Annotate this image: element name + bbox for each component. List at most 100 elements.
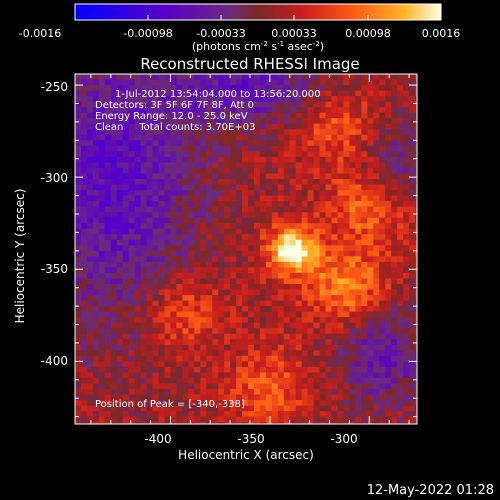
heatmap-cell: [104, 317, 112, 324]
heatmap-cell: [128, 361, 136, 368]
heatmap-cell: [391, 355, 398, 362]
heatmap-cell: [337, 118, 345, 125]
heatmap-cell: [104, 267, 112, 274]
heatmap-cell: [385, 162, 392, 169]
heatmap-cell: [116, 239, 124, 246]
heatmap-cell: [343, 300, 350, 307]
heatmap-image: [75, 74, 417, 424]
heatmap-cell: [373, 400, 380, 407]
heatmap-cell: [385, 284, 392, 291]
heatmap-cell: [343, 156, 350, 164]
heatmap-cell: [242, 295, 249, 302]
heatmap-cell: [265, 239, 273, 246]
heatmap-cell: [128, 411, 136, 418]
heatmap-cell: [206, 151, 213, 158]
heatmap-cell: [92, 74, 100, 81]
heatmap-cell: [343, 123, 350, 130]
heatmap-cell: [86, 306, 94, 313]
heatmap-cell: [367, 355, 374, 362]
heatmap-cell: [230, 79, 237, 86]
heatmap-cell: [134, 400, 142, 407]
heatmap-cell: [194, 217, 201, 224]
heatmap-cell: [289, 389, 297, 396]
heatmap-cell: [116, 366, 124, 374]
heatmap-cell: [301, 405, 309, 412]
heatmap-cell: [301, 129, 309, 136]
heatmap-cell: [349, 167, 356, 175]
heatmap-cell: [271, 306, 279, 313]
heatmap-cell: [259, 134, 267, 141]
heatmap-cell: [140, 333, 148, 340]
heatmap-cell: [397, 317, 404, 324]
heatmap-cell: [265, 295, 273, 302]
heatmap-cell: [236, 79, 243, 86]
heatmap-cell: [104, 90, 112, 97]
heatmap-cell: [230, 394, 237, 401]
heatmap-cell: [218, 90, 225, 97]
heatmap-cell: [230, 179, 237, 186]
heatmap-cell: [224, 278, 231, 285]
heatmap-cell: [248, 167, 255, 175]
heatmap-cell: [373, 366, 380, 374]
heatmap-cell: [337, 206, 345, 213]
heatmap-cell: [140, 306, 148, 313]
heatmap-cell: [212, 156, 219, 164]
heatmap-cell: [385, 311, 392, 318]
heatmap-cell: [224, 261, 231, 269]
heatmap-cell: [86, 366, 94, 374]
heatmap-cell: [409, 261, 416, 269]
heatmap-cell: [230, 350, 237, 357]
heatmap-cell: [81, 167, 88, 175]
heatmap-cell: [277, 239, 285, 246]
heatmap-cell: [200, 79, 207, 86]
heatmap-cell: [379, 167, 386, 175]
heatmap-cell: [325, 85, 333, 92]
heatmap-cell: [349, 355, 356, 362]
heatmap-cell: [176, 383, 183, 390]
heatmap-cell: [301, 250, 309, 257]
heatmap-cell: [218, 400, 225, 407]
heatmap-cell: [218, 250, 225, 257]
heatmap-cell: [242, 195, 249, 202]
heatmap-cell: [373, 317, 380, 324]
heatmap-cell: [301, 107, 309, 114]
heatmap-cell: [409, 361, 416, 368]
heatmap-cell: [158, 190, 166, 197]
heatmap-cell: [242, 328, 249, 335]
heatmap-cell: [337, 300, 345, 307]
heatmap-cell: [81, 372, 88, 379]
heatmap-cell: [403, 140, 410, 147]
heatmap-cell: [110, 284, 118, 291]
heatmap-cell: [313, 422, 321, 424]
heatmap-cell: [361, 239, 368, 246]
heatmap-cell: [116, 96, 124, 103]
heatmap-cell: [331, 140, 339, 147]
heatmap-cell: [140, 234, 148, 241]
heatmap-cell: [110, 350, 118, 357]
heatmap-cell: [283, 90, 291, 97]
heatmap-cell: [301, 306, 309, 313]
heatmap-cell: [373, 339, 380, 346]
heatmap-cell: [194, 383, 201, 390]
heatmap-cell: [254, 123, 261, 130]
heatmap-cell: [319, 212, 327, 219]
heatmap-cell: [212, 422, 219, 424]
heatmap-cell: [194, 184, 201, 191]
heatmap-cell: [212, 134, 219, 141]
heatmap-cell: [194, 400, 201, 407]
heatmap-cell: [373, 234, 380, 241]
heatmap-cell: [188, 101, 195, 108]
heatmap-cell: [397, 167, 404, 175]
heatmap-cell: [379, 217, 386, 224]
heatmap-cell: [98, 411, 106, 418]
heatmap-cell: [152, 162, 160, 169]
heatmap-cell: [343, 118, 350, 125]
heatmap-cell: [230, 190, 237, 197]
heatmap-cell: [248, 206, 255, 213]
heatmap-cell: [242, 389, 249, 396]
heatmap-cell: [122, 383, 130, 390]
heatmap-cell: [206, 405, 213, 412]
heatmap-cell: [349, 295, 356, 302]
heatmap-cell: [200, 422, 207, 424]
heatmap-cell: [361, 206, 368, 213]
